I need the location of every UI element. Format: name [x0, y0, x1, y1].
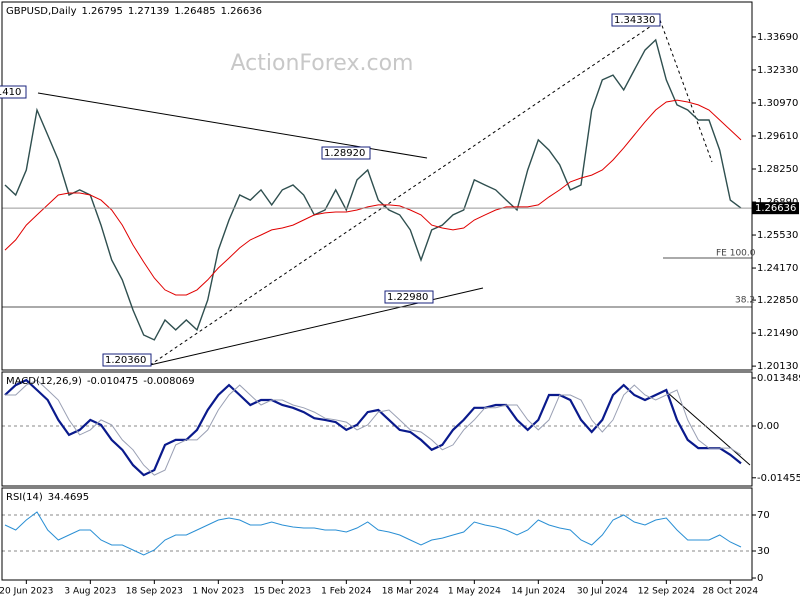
y-tick-label: 1.32330	[757, 65, 798, 76]
y-tick-label: 1.21490	[757, 328, 798, 339]
reading: 1.26636	[221, 6, 262, 17]
series-line	[4, 378, 742, 477]
level-label: 1.31410	[0, 87, 21, 98]
y-tick-label: 30	[757, 546, 770, 557]
price-panel	[1, 1, 753, 371]
reading: 34.4695	[48, 492, 89, 503]
macd-panel	[1, 371, 753, 487]
indicator-name: GBPUSD,Daily	[6, 6, 77, 17]
y-tick-label: 1.20130	[757, 361, 798, 372]
series-line	[4, 38, 742, 341]
reading: 1.26485	[174, 6, 215, 17]
y-tick-label: 0.00	[757, 421, 779, 432]
level-label: 1.20360	[105, 355, 146, 366]
x-tick-label: 20 Jun 2023	[0, 587, 53, 597]
indicator-name: MACD(12,26,9)	[6, 376, 82, 387]
panel-header: MACD(12,26,9) -0.010475 -0.008069	[6, 376, 195, 387]
watermark: ActionForex.com	[231, 51, 414, 76]
level-box	[611, 13, 661, 27]
x-tick-label: 28 Oct 2024	[703, 587, 759, 597]
y-tick-label: 1.24170	[757, 263, 798, 274]
reading: -0.010475	[87, 376, 138, 387]
y-tick-label: 1.22850	[757, 295, 798, 306]
y-tick-label: 0	[757, 573, 763, 584]
x-tick-label: 1 Nov 2023	[192, 587, 244, 597]
plot-area	[2, 38, 752, 556]
x-tick-label: 30 Jul 2024	[577, 587, 628, 597]
series-line	[4, 99, 742, 296]
x-tick-label: 15 Dec 2023	[254, 587, 312, 597]
channel-line	[659, 19, 713, 163]
level-label: 1.28920	[324, 148, 365, 159]
last-price-label: 1.26636	[755, 203, 796, 214]
series-line	[5, 379, 742, 476]
rsi-panel	[1, 487, 753, 581]
x-tick-label: 18 Sep 2023	[126, 587, 183, 597]
x-tick-label: 14 Jun 2024	[511, 587, 565, 597]
y-tick-label: 0.013489	[757, 373, 800, 384]
level-label: 1.22980	[387, 292, 428, 303]
reading: -0.008069	[143, 376, 194, 387]
y-tick-label: 1.28250	[757, 164, 798, 175]
level-label: 1.34330	[614, 15, 655, 26]
y-tick-label: 70	[757, 510, 770, 521]
x-tick-label: 1 Feb 2024	[321, 587, 372, 597]
x-tick-label: 1 May 2024	[448, 587, 501, 597]
reading: 1.27139	[128, 6, 169, 17]
last-price-box	[752, 202, 799, 215]
panel-header: RSI(14) 34.4695	[6, 492, 89, 503]
series-line	[4, 511, 742, 556]
y-tick-label: 1.30970	[757, 98, 798, 109]
level-label: FE 100.0	[716, 249, 756, 259]
level-box	[321, 146, 371, 160]
level-label: 38.2	[735, 296, 755, 306]
x-tick-label: 3 Aug 2023	[64, 587, 116, 597]
x-tick-label: 18 Mar 2024	[382, 587, 439, 597]
macd-trend-line	[667, 392, 751, 466]
panel-header: GBPUSD,Daily 1.26795 1.27139 1.26485 1.26636	[6, 6, 262, 17]
y-tick-label: -0.014554	[757, 473, 800, 484]
level-box	[102, 353, 152, 367]
level-box	[384, 290, 434, 304]
x-tick-label: 12 Sep 2024	[638, 587, 695, 597]
reading: 1.26795	[82, 6, 123, 17]
y-tick-label: 1.25530	[757, 230, 798, 241]
y-tick-label: 1.29610	[757, 131, 798, 142]
indicator-name: RSI(14)	[6, 492, 43, 503]
y-tick-label: 1.33690	[757, 32, 798, 43]
level-box	[0, 85, 27, 99]
